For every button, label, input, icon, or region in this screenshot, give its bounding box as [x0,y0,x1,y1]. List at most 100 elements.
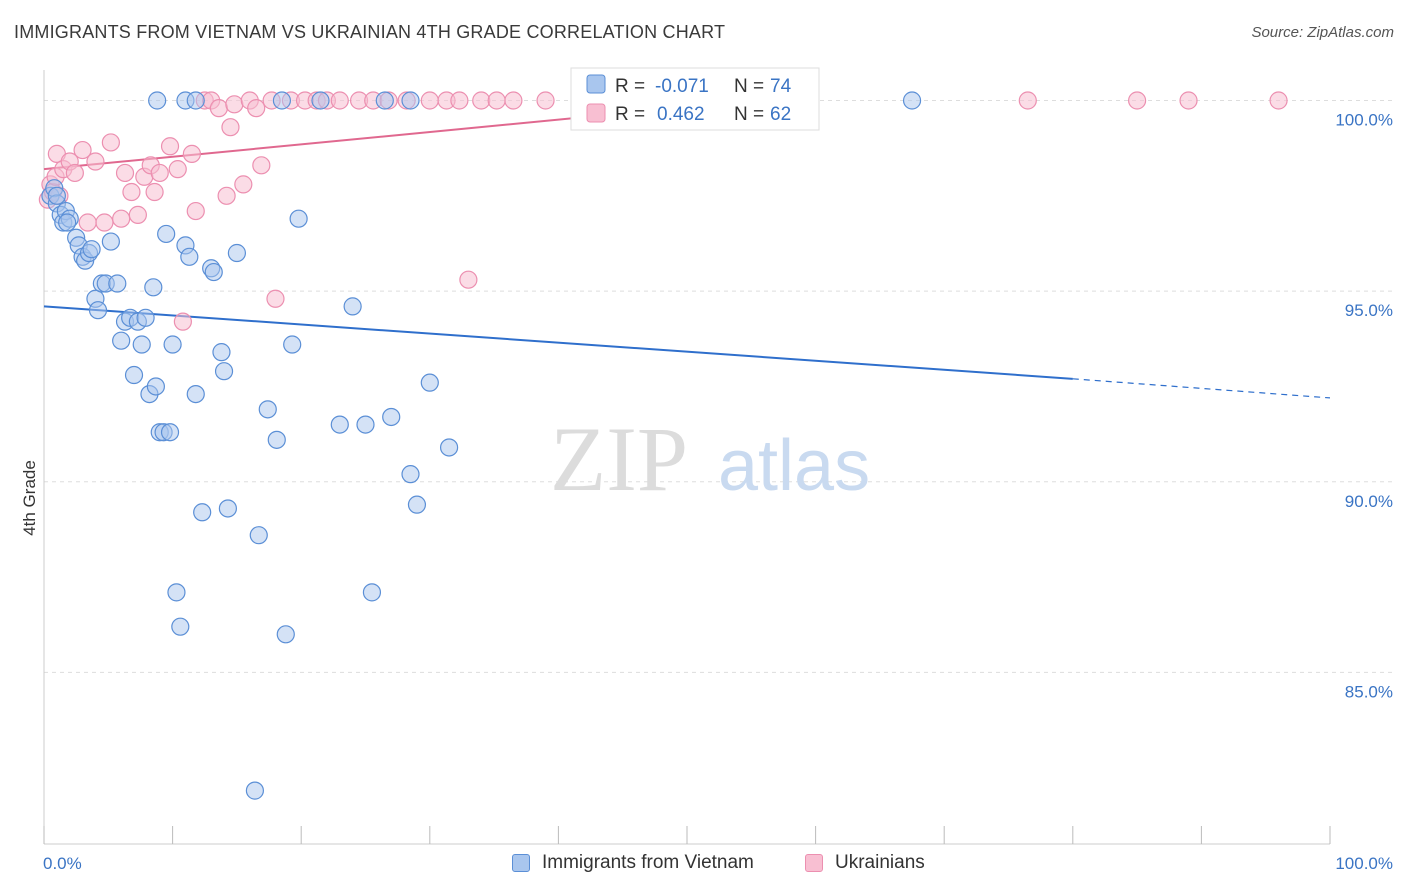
ukrainians-point [450,91,469,110]
vietnam-point [382,407,401,427]
ukrainians-point [536,91,555,110]
ukrainians-point [1179,91,1198,110]
vietnam-point [245,781,265,800]
vietnam-point [249,526,268,545]
ukrainians-point [86,152,105,171]
x-tick-label-min: 0.0% [43,854,82,873]
axis-ticks: 85.0% 90.0% 95.0% 100.0% [43,111,1393,844]
vietnam-point [167,583,186,602]
ukrainians-point [459,270,478,289]
stats-legend-swatch-blue [586,74,606,94]
y-tick-label: 85.0% [1345,682,1393,701]
vietnam-point [136,308,155,327]
vietnam-point [343,297,362,316]
vietnam-point [132,335,151,354]
legend-item-ukrainians[interactable]: Ukrainians [805,852,925,874]
ukrainians-point [472,91,491,110]
ukrainians-point [252,156,271,175]
ukrainians-point [78,213,97,232]
vietnam-point [171,617,190,636]
vietnam-point [144,278,163,297]
y-tick-label: 90.0% [1345,492,1393,511]
ukrainians-point [1018,91,1037,110]
ukrainians-point [247,99,266,118]
ukrainians-point [173,312,192,331]
vietnam-point [439,438,459,457]
watermark-zip: ZIP [550,408,688,510]
vietnam-point [283,335,302,354]
stats-legend-box [570,67,820,131]
chart-title: IMMIGRANTS FROM VIETNAM VS UKRAINIAN 4TH… [14,22,726,42]
ukrainians-point [1269,91,1288,110]
x-tick-label-max: 100.0% [1335,854,1393,873]
vietnam-points [41,91,922,800]
ukrainians-point [330,91,349,110]
ukrainians-point [122,182,141,202]
ukrainians-point [115,163,135,183]
vietnam-point [186,91,205,110]
ukrainians-point [65,163,84,183]
vietnam-point [148,91,167,110]
ukrainians-point [266,289,285,308]
stats-n-value-blue: 74 [770,76,792,97]
vietnam-point [362,583,382,602]
vietnam-point [101,232,120,251]
legend-label-vietnam: Immigrants from Vietnam [542,852,754,873]
vietnam-point [902,91,922,110]
stats-n-value-pink: 62 [770,104,791,125]
vietnam-point [272,91,292,110]
ukrainians-point [112,209,131,228]
vietnam-point [88,301,108,320]
vietnam-point [160,423,180,442]
legend-swatch-ukrainians [805,854,823,872]
stats-legend-swatch-pink [586,103,606,123]
ukrainians-point [1127,91,1147,110]
vietnam-point [47,186,66,205]
legend-swatch-vietnam [512,854,530,872]
vietnam-point [82,240,101,259]
ukrainians-point [209,99,228,118]
stats-legend: R = -0.071 N = 74 R = 0.462 N = 62 [570,67,820,131]
stats-r-label-pink: R = [615,104,645,125]
stats-r-value-pink: 0.462 [657,104,705,125]
vietnam-point [218,499,237,518]
y-axis-title: 4th Grade [20,460,39,536]
vietnam-trend-line [43,305,1073,380]
ukrainians-point [420,91,439,110]
ukrainians-point [168,160,187,179]
bottom-legend: Immigrants from Vietnam Ukrainians [0,852,1406,878]
ukrainians-point [101,133,120,152]
vietnam-point [193,503,212,522]
ukrainians-point [487,91,506,110]
legend-item-vietnam[interactable]: Immigrants from Vietnam [512,852,754,874]
vietnam-point [407,495,427,514]
vietnam-point [289,209,308,228]
vietnam-point [163,335,182,354]
vietnam-point [108,274,127,293]
ukrainians-point [234,175,253,194]
vietnam-point [204,262,223,282]
legend-label-ukrainians: Ukrainians [835,852,925,873]
stats-n-label-pink: N = [734,104,764,125]
ukrainians-point [221,118,240,137]
ukrainians-point [217,186,236,205]
vietnam-point [420,373,439,392]
vietnam-point [180,247,199,266]
vietnam-point [258,400,277,419]
stats-r-value-blue: -0.071 [655,76,709,97]
vietnam-point [276,625,295,644]
ukrainians-point [160,137,180,156]
y-tick-label: 95.0% [1345,301,1393,320]
ukrainians-point [150,163,169,183]
stats-r-label-blue: R = [615,76,645,97]
vietnam-point [401,465,420,484]
ukrainians-point [73,140,92,160]
vietnam-point [212,343,231,362]
vietnam-point [375,91,394,110]
vietnam-point [356,415,375,434]
vietnam-point [146,377,165,396]
source-label: Source: ZipAtlas.com [1251,24,1394,41]
vietnam-trend-extension [1072,378,1331,399]
ukrainians-point [95,213,114,232]
vietnam-point [401,91,420,110]
